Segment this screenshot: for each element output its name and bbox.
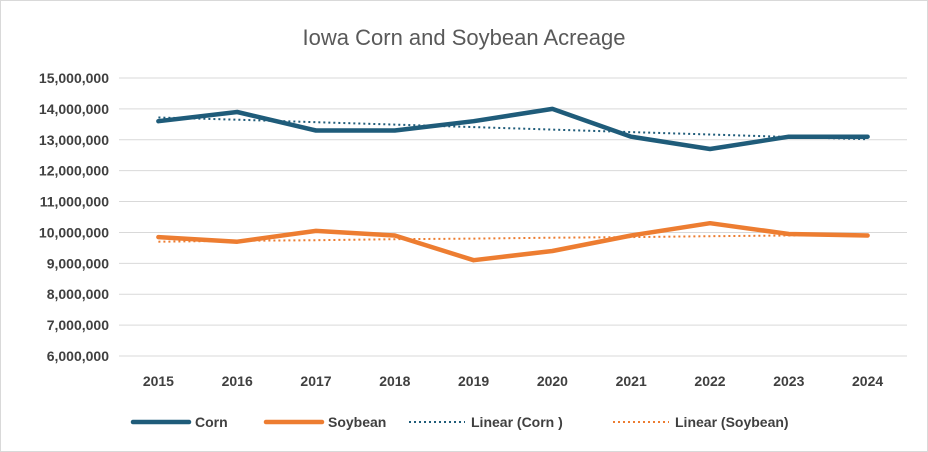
y-tick-label: 13,000,000 xyxy=(39,132,109,148)
x-tick-label: 2024 xyxy=(852,373,883,389)
series-line-linear-soybean xyxy=(158,233,868,243)
legend-label-soybean: Soybean xyxy=(328,414,386,430)
x-tick-label: 2022 xyxy=(694,373,725,389)
series-line-linear-corn xyxy=(158,116,868,141)
x-tick-label: 2017 xyxy=(300,373,331,389)
x-tick-label: 2018 xyxy=(379,373,410,389)
series-line-soybean xyxy=(156,220,870,263)
gridlines xyxy=(119,77,907,357)
y-tick-label: 7,000,000 xyxy=(47,317,109,333)
y-tick-label: 6,000,000 xyxy=(47,348,109,364)
x-axis-ticks: 2015 2016 2017 2018 2019 2020 2021 2022 2023 2024 xyxy=(143,373,884,389)
y-tick-label: 14,000,000 xyxy=(39,101,109,117)
x-tick-label: 2021 xyxy=(616,373,647,389)
x-tick-label: 2016 xyxy=(222,373,253,389)
legend-label-linear-corn: Linear (Corn ) xyxy=(471,414,563,430)
legend-label-linear-soybean: Linear (Soybean) xyxy=(675,414,789,430)
y-tick-label: 12,000,000 xyxy=(39,163,109,179)
legend-label-corn: Corn xyxy=(195,414,228,430)
x-tick-label: 2020 xyxy=(537,373,568,389)
y-tick-label: 15,000,000 xyxy=(39,70,109,86)
x-tick-label: 2019 xyxy=(458,373,489,389)
x-tick-label: 2015 xyxy=(143,373,174,389)
chart-title: Iowa Corn and Soybean Acreage xyxy=(303,25,626,50)
y-tick-label: 8,000,000 xyxy=(47,286,109,302)
y-axis-ticks: 15,000,000 14,000,000 13,000,000 12,000,000… xyxy=(39,70,109,364)
x-tick-label: 2023 xyxy=(773,373,804,389)
legend: Corn Soybean Linear (Corn ) Linear (Soybean… xyxy=(130,414,789,430)
series-line-corn xyxy=(156,106,870,152)
y-tick-label: 11,000,000 xyxy=(40,194,110,210)
series-lines xyxy=(156,106,870,263)
y-tick-label: 9,000,000 xyxy=(47,255,109,271)
y-tick-label: 10,000,000 xyxy=(39,224,109,240)
